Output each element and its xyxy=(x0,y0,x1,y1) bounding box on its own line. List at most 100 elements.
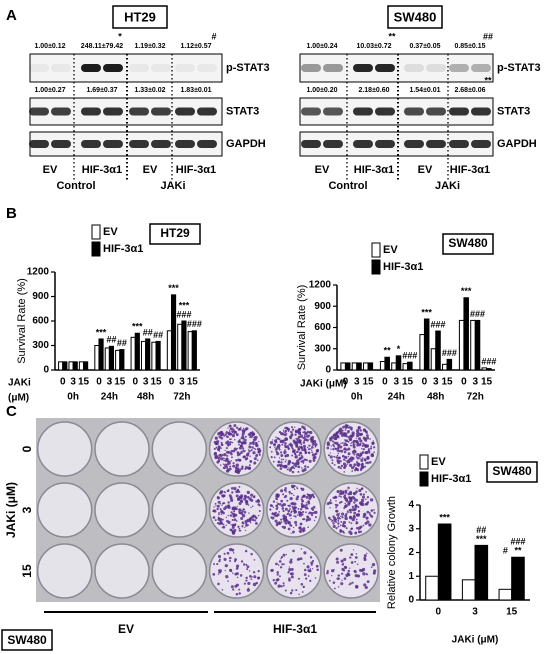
colony xyxy=(277,584,281,588)
colony xyxy=(275,507,279,511)
colony xyxy=(296,514,299,516)
colony xyxy=(284,439,286,442)
significance: ## xyxy=(483,31,493,41)
colony xyxy=(240,437,243,440)
colony xyxy=(311,493,315,497)
colony xyxy=(350,561,354,564)
colony xyxy=(361,444,364,447)
colony xyxy=(217,440,220,443)
colony xyxy=(355,490,358,494)
well xyxy=(94,543,150,599)
colony xyxy=(216,504,220,508)
colony xyxy=(306,565,310,569)
colony xyxy=(248,452,250,454)
colony xyxy=(355,522,358,525)
x-axis-label: JAKi (μM) xyxy=(452,635,499,646)
bar xyxy=(474,319,481,371)
colony xyxy=(235,494,239,498)
colony xyxy=(287,447,290,451)
colony xyxy=(284,449,286,451)
colony xyxy=(370,566,373,568)
colony xyxy=(339,548,343,552)
bar xyxy=(363,362,369,371)
blot-band xyxy=(51,107,71,116)
colony xyxy=(355,520,358,523)
colony xyxy=(292,549,295,553)
colony xyxy=(243,510,247,514)
significance: *** xyxy=(439,512,450,522)
blot-band xyxy=(471,140,491,148)
colony xyxy=(306,465,310,469)
colony xyxy=(247,504,250,506)
bar xyxy=(58,361,64,371)
colony xyxy=(332,443,335,447)
blot-band xyxy=(375,140,395,148)
x-tick-label: 15 xyxy=(481,377,493,388)
colony xyxy=(361,465,365,469)
colony xyxy=(305,502,307,504)
colony xyxy=(357,426,360,429)
colony xyxy=(359,530,363,533)
quantification: 1.19±0.32 xyxy=(134,43,165,50)
colony xyxy=(226,454,229,457)
colony xyxy=(287,459,292,464)
colony xyxy=(352,491,356,495)
colony xyxy=(307,526,310,528)
colony xyxy=(303,573,307,576)
colony xyxy=(352,445,356,449)
colony xyxy=(288,567,292,572)
colony xyxy=(256,582,258,585)
colony xyxy=(278,431,282,434)
colony xyxy=(296,450,299,454)
colony xyxy=(249,518,252,520)
colony xyxy=(290,510,293,513)
lane-label: HIF-3α1 xyxy=(450,164,490,176)
colony xyxy=(275,497,278,500)
row-title: JAKi (μM) xyxy=(4,482,18,538)
colony xyxy=(253,575,257,579)
well xyxy=(36,421,93,477)
colony xyxy=(359,493,363,496)
chart-title: HT29 xyxy=(160,226,190,240)
colony xyxy=(373,511,376,514)
colony xyxy=(300,548,303,550)
significance: ### xyxy=(430,319,445,329)
x-tick-label: 3 xyxy=(393,377,399,388)
colony xyxy=(281,432,285,436)
colony xyxy=(335,521,337,524)
colony xyxy=(339,524,342,527)
row-label: 3 xyxy=(20,506,34,513)
colony xyxy=(219,520,223,524)
colony xyxy=(342,425,346,429)
colony xyxy=(234,466,238,470)
colony xyxy=(219,490,224,494)
colony xyxy=(295,589,298,592)
bar xyxy=(423,318,430,371)
blot-band xyxy=(375,107,395,116)
colony xyxy=(358,530,361,534)
title-box xyxy=(486,461,538,483)
colony xyxy=(244,435,247,438)
colony xyxy=(308,494,312,497)
bar xyxy=(62,361,68,371)
colony xyxy=(348,460,351,463)
colony xyxy=(250,435,254,438)
colony xyxy=(227,580,229,582)
colony xyxy=(220,441,223,444)
colony xyxy=(340,582,344,586)
colony xyxy=(287,527,291,531)
colony xyxy=(365,434,369,437)
colony xyxy=(370,445,373,448)
colony xyxy=(362,428,367,432)
colony xyxy=(247,524,250,526)
colony xyxy=(213,447,216,450)
colony xyxy=(356,456,360,460)
colony xyxy=(220,510,224,513)
colony xyxy=(347,455,349,458)
colony xyxy=(256,499,260,502)
colony xyxy=(340,449,344,453)
colony xyxy=(359,429,363,432)
colony xyxy=(250,493,254,497)
colony xyxy=(248,449,251,453)
colony xyxy=(224,491,227,494)
